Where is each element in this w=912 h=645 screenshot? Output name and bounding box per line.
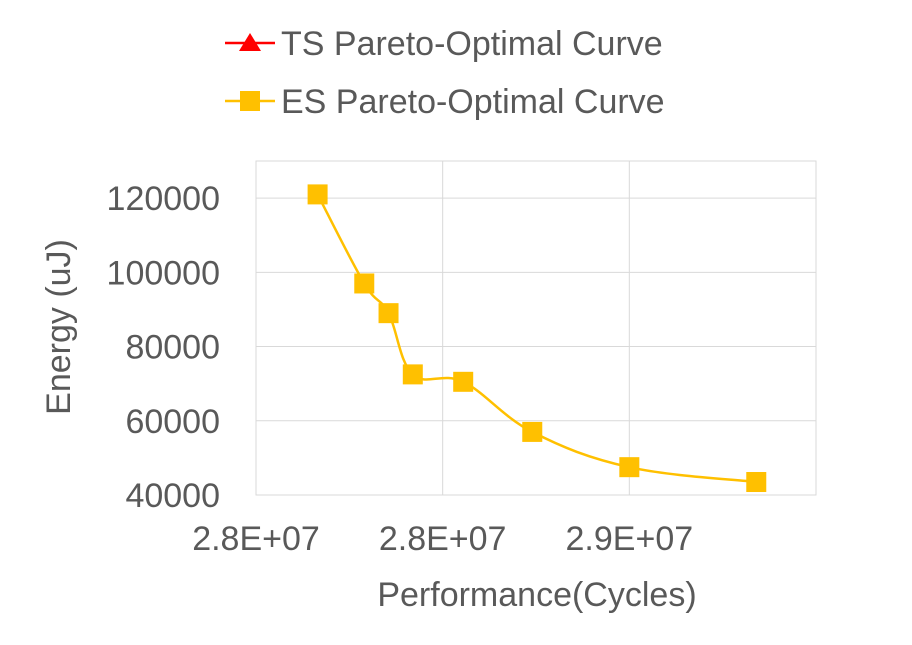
x-axis-label: Performance(Cycles): [377, 576, 696, 614]
data-point: [522, 421, 543, 442]
y-tick-label: 100000: [107, 254, 220, 292]
y-tick-label: 120000: [107, 180, 220, 218]
data-point: [746, 472, 767, 493]
y-tick-label: 40000: [125, 477, 220, 515]
y-tick-label: 80000: [125, 329, 220, 367]
data-point: [307, 184, 328, 205]
x-tick-label: 2.9E+07: [566, 520, 694, 558]
legend-triangle-marker-icon: [239, 33, 261, 51]
data-point: [619, 457, 640, 478]
legend-item: TS Pareto-Optimal Curve: [225, 25, 663, 63]
legend-item: ES Pareto-Optimal Curve: [225, 83, 665, 121]
data-point: [354, 273, 375, 294]
legend-label: TS Pareto-Optimal Curve: [281, 25, 663, 63]
series-layer: [307, 184, 767, 493]
x-tick-label: 2.8E+07: [379, 520, 507, 558]
legend: TS Pareto-Optimal Curve ES Pareto-Optimal…: [225, 25, 665, 121]
legend-square-marker-icon: [240, 91, 260, 111]
data-point: [402, 364, 423, 385]
legend-label: ES Pareto-Optimal Curve: [281, 83, 665, 121]
x-axis-ticks: 2.8E+07 2.8E+07 2.9E+07: [192, 520, 693, 558]
data-point: [378, 303, 399, 324]
series-2: [307, 184, 767, 493]
y-axis-label: Energy (uJ): [40, 239, 78, 415]
y-tick-label: 60000: [125, 403, 220, 441]
plot-area-frame: [255, 160, 817, 496]
data-point: [453, 371, 474, 392]
y-axis-ticks: 40000 60000 80000 100000 120000: [107, 180, 220, 515]
plot-area: [255, 160, 817, 496]
x-tick-label: 2.8E+07: [192, 520, 320, 558]
gridlines: [255, 160, 817, 495]
